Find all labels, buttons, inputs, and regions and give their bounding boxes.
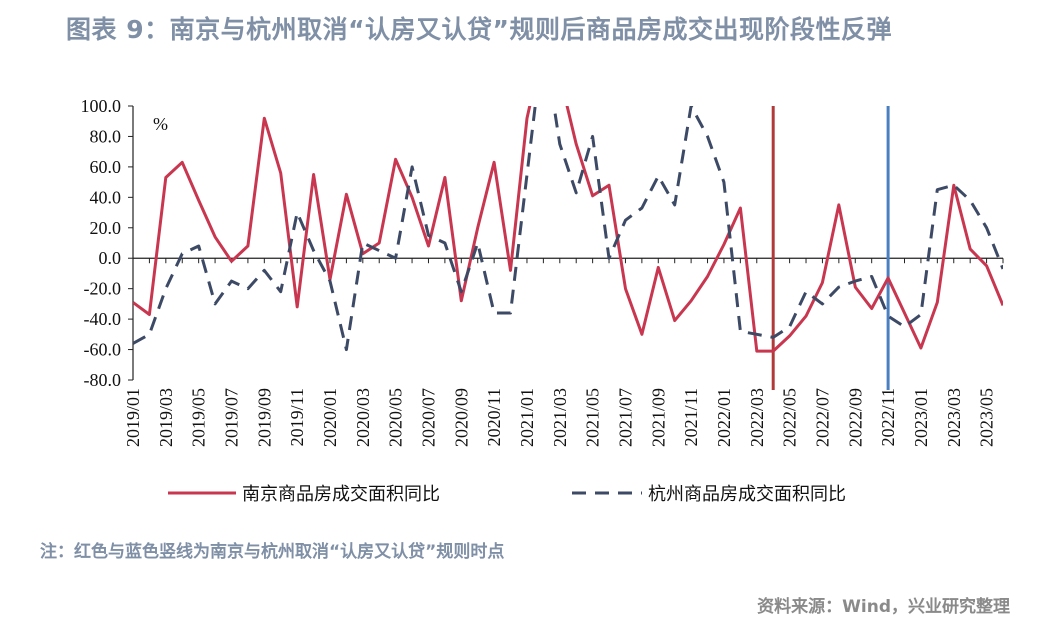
- legend: 南京商品房成交面积同比 杭州商品房成交面积同比: [168, 484, 846, 505]
- series-lines: [133, 106, 1003, 353]
- x-tick-label: 2021/05: [583, 388, 603, 447]
- x-tick-label: 2021/09: [648, 388, 668, 447]
- y-tick-label: 20.0: [90, 218, 122, 238]
- chart-title: 图表 9：南京与杭州取消“认房又认贷”规则后商品房成交出现阶段性反弹: [66, 15, 892, 44]
- footnote: 注：红色与蓝色竖线为南京与杭州取消“认房又认贷”规则时点: [40, 542, 505, 562]
- x-tick-label: 2022/11: [878, 388, 898, 446]
- y-tick-label: 60.0: [90, 157, 122, 177]
- y-tick-label: 80.0: [90, 126, 122, 146]
- legend-label-hangzhou: 杭州商品房成交面积同比: [648, 484, 846, 505]
- x-tick-label: 2021/03: [550, 388, 570, 447]
- source-text: 资料来源：Wind，兴业研究整理: [757, 597, 1010, 617]
- x-tick-label: 2019/09: [254, 388, 274, 447]
- x-tick-label: 2020/01: [320, 388, 340, 447]
- y-tick-label: -20.0: [84, 279, 122, 299]
- x-tick-label: 2021/01: [517, 388, 537, 447]
- y-tick-label: 40.0: [90, 187, 122, 207]
- y-tick-label: -80.0: [84, 370, 122, 390]
- x-tick-label: 2023/03: [944, 388, 964, 447]
- unit-label: %: [153, 114, 168, 134]
- x-tick-label: 2019/11: [287, 388, 307, 446]
- nanjing-series-line: [133, 106, 1003, 353]
- x-tick-label: 2022/09: [845, 388, 865, 447]
- x-tick-label: 2022/07: [812, 388, 832, 447]
- x-tick-label: 2022/03: [747, 388, 767, 447]
- x-tick-label: 2022/05: [780, 388, 800, 447]
- y-tick-label: 0.0: [99, 248, 122, 268]
- x-tick-label: 2020/09: [451, 388, 471, 447]
- x-tick-label: 2020/05: [386, 388, 406, 447]
- x-tick-label: 2021/11: [681, 388, 701, 446]
- x-tick-label: 2021/07: [615, 388, 635, 447]
- x-tick-label: 2022/01: [714, 388, 734, 447]
- axes: [132, 106, 1003, 380]
- y-axis-ticks: 100.0 80.0 60.0 40.0 20.0 0.0 -20.0 -40.0 -60.0 -…: [81, 96, 133, 390]
- x-tick-label: 2020/07: [418, 388, 438, 447]
- x-tick-label: 2019/05: [189, 388, 209, 447]
- x-tick-label: 2023/05: [977, 388, 997, 447]
- x-axis-ticks: 2019/01 2019/03 2019/05 2019/07 2019/09 2019/…: [123, 258, 1004, 447]
- x-tick-label: 2019/03: [156, 388, 176, 447]
- y-tick-label: -60.0: [84, 340, 122, 360]
- x-tick-label: 2019/01: [123, 388, 143, 447]
- y-tick-label: -40.0: [84, 309, 122, 329]
- x-tick-label: 2020/03: [353, 388, 373, 447]
- x-tick-label: 2023/01: [911, 388, 931, 447]
- x-tick-label: 2019/07: [221, 388, 241, 447]
- legend-label-nanjing: 南京商品房成交面积同比: [242, 484, 440, 505]
- y-tick-label: 100.0: [81, 96, 122, 116]
- x-tick-label: 2020/11: [484, 388, 504, 446]
- policy-markers: [771, 106, 890, 390]
- hangzhou-series-line: [133, 106, 1003, 352]
